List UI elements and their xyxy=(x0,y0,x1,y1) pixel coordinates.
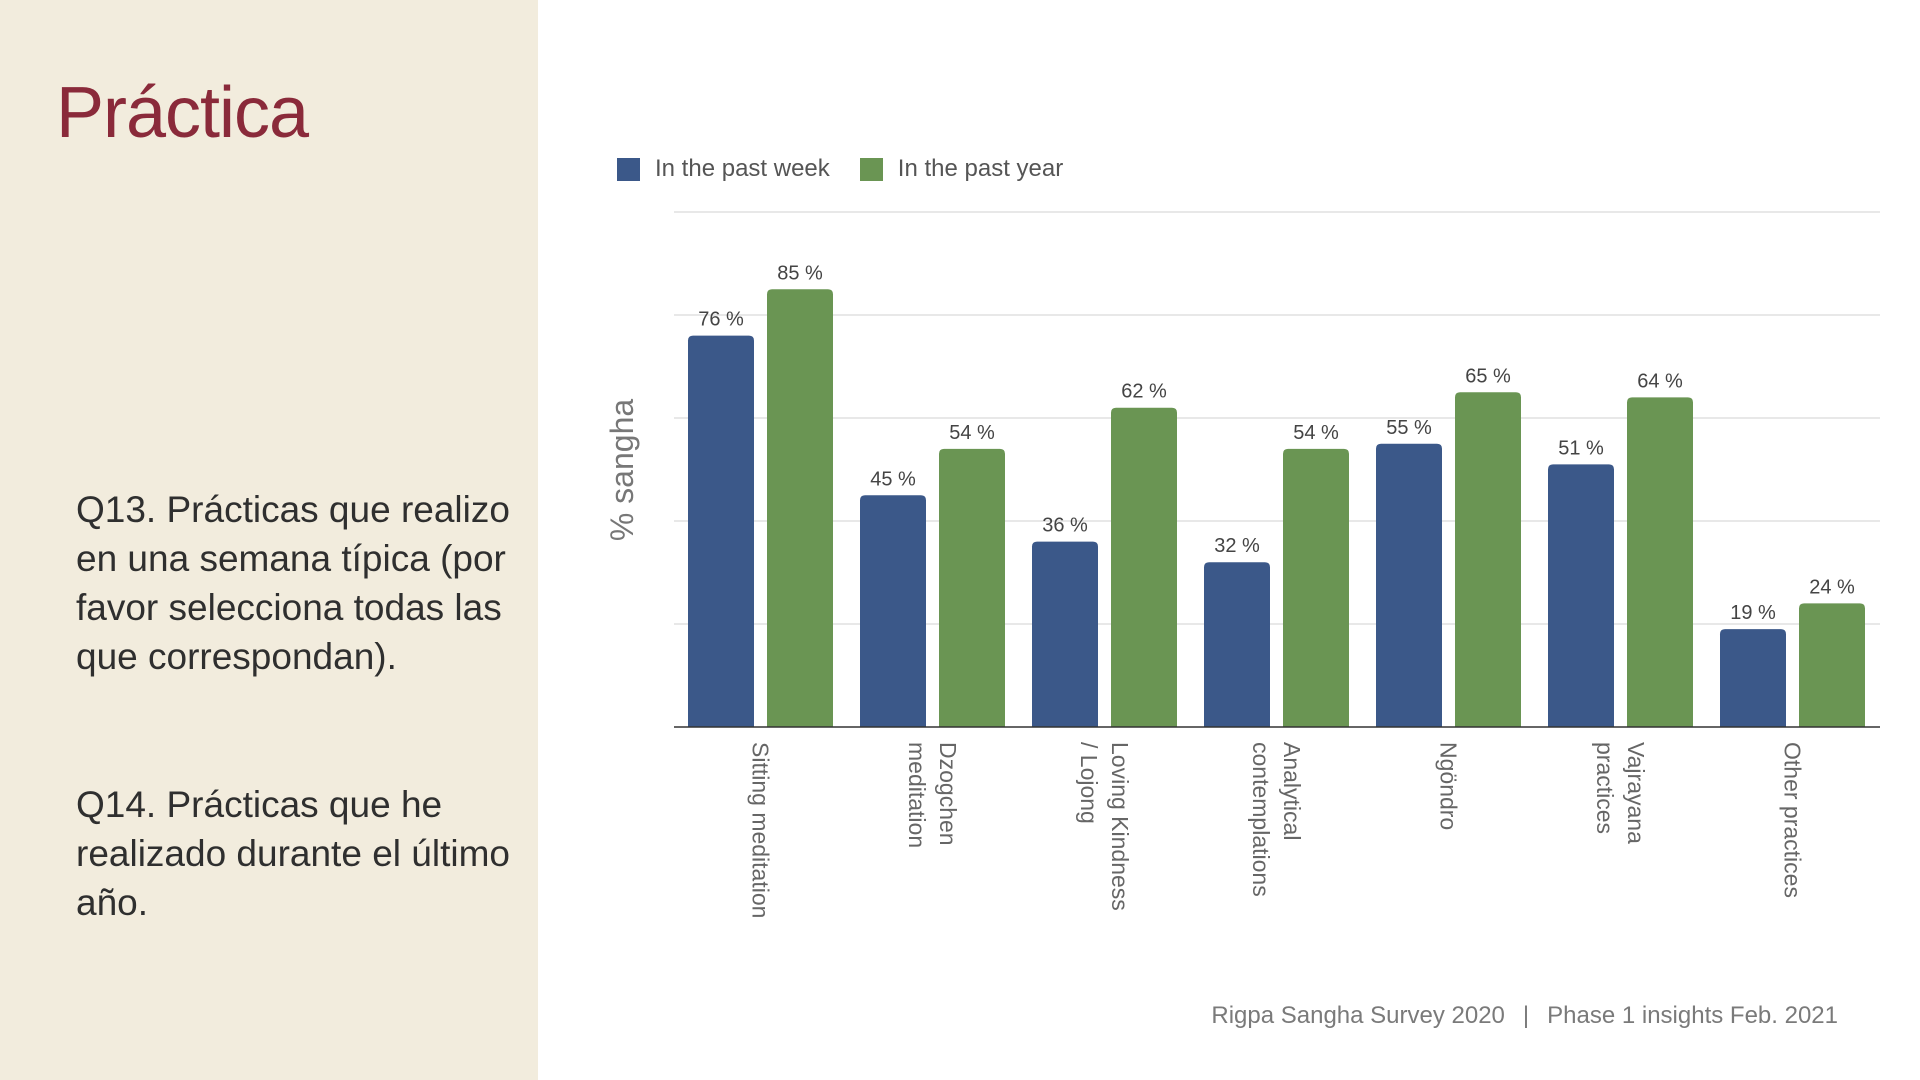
bar-week xyxy=(1548,464,1614,727)
category-label-line: Sitting meditation xyxy=(748,742,774,918)
category-label-line: Analytical xyxy=(1279,742,1305,840)
legend-label-year: In the past year xyxy=(897,155,1064,182)
data-label: 45 % xyxy=(870,468,916,490)
bar-week xyxy=(1376,443,1442,727)
bar-year xyxy=(939,448,1005,727)
y-axis-label: % sangha xyxy=(604,399,640,542)
footer-survey: Rigpa Sangha Survey 2020 xyxy=(1211,1002,1505,1029)
footer-phase: Phase 1 insights Feb. 2021 xyxy=(1547,1002,1838,1029)
legend-label-week: In the past week xyxy=(655,155,830,182)
bar-year xyxy=(1111,407,1177,727)
category-label: Loving Kindness/ Lojong xyxy=(1076,742,1133,911)
bar-year xyxy=(1283,448,1349,727)
category-label-line: Other practices xyxy=(1780,742,1806,898)
bar-week xyxy=(1032,541,1098,727)
data-label: 36 % xyxy=(1042,515,1088,537)
data-label: 24 % xyxy=(1809,576,1855,598)
left-panel xyxy=(0,0,538,1080)
category-label-line: meditation xyxy=(904,742,930,848)
legend-item-week: In the past week xyxy=(617,155,830,183)
slide-title: Práctica xyxy=(56,73,309,153)
legend-swatch-week xyxy=(617,157,640,181)
bar-year xyxy=(767,289,833,727)
chart-legend: In the past week In the past year xyxy=(617,154,1093,184)
bar-year xyxy=(1799,603,1865,727)
category-label: Sitting meditation xyxy=(748,742,774,918)
bar-week xyxy=(860,495,926,727)
category-label-line: Dzogchen xyxy=(935,742,961,846)
data-label: 51 % xyxy=(1558,437,1604,459)
legend-swatch-year xyxy=(859,157,883,181)
data-label: 55 % xyxy=(1386,417,1432,439)
data-label: 64 % xyxy=(1637,370,1683,392)
category-label: Other practices xyxy=(1780,742,1806,898)
data-label: 54 % xyxy=(949,422,995,444)
category-label-line: practices xyxy=(1592,742,1618,834)
bar-year xyxy=(1455,392,1521,727)
category-label: Dzogchenmeditation xyxy=(904,742,961,848)
legend-item-year: In the past year xyxy=(859,155,1064,183)
data-label: 85 % xyxy=(777,262,823,284)
data-label: 76 % xyxy=(698,309,744,331)
category-label-line: Vajrayana xyxy=(1623,742,1649,844)
category-label-line: contemplations xyxy=(1248,742,1274,897)
category-label-line: / Lojong xyxy=(1076,742,1102,824)
footer-separator: | xyxy=(1522,1002,1530,1029)
question-q14: Q14. Prácticas que he realizado durante … xyxy=(76,784,510,923)
bar-year xyxy=(1627,397,1693,727)
category-label: Vajrayanapractices xyxy=(1592,742,1649,844)
bar-week xyxy=(1204,562,1270,727)
category-label-line: Loving Kindness xyxy=(1107,742,1133,911)
data-label: 32 % xyxy=(1214,535,1260,557)
data-label: 65 % xyxy=(1465,365,1511,387)
category-label: Analyticalcontemplations xyxy=(1248,742,1305,897)
bar-week xyxy=(1720,629,1786,727)
bar-week xyxy=(688,335,754,727)
footer: Rigpa Sangha Survey 2020 | Phase 1 insight… xyxy=(1211,1002,1838,1030)
data-label: 19 % xyxy=(1730,602,1776,624)
question-q13: Q13. Prácticas que realizo en una semana… xyxy=(76,489,510,677)
data-label: 62 % xyxy=(1121,381,1167,403)
data-label: 54 % xyxy=(1293,422,1339,444)
category-label-line: Ngöndro xyxy=(1436,742,1462,830)
category-label: Ngöndro xyxy=(1436,742,1462,830)
